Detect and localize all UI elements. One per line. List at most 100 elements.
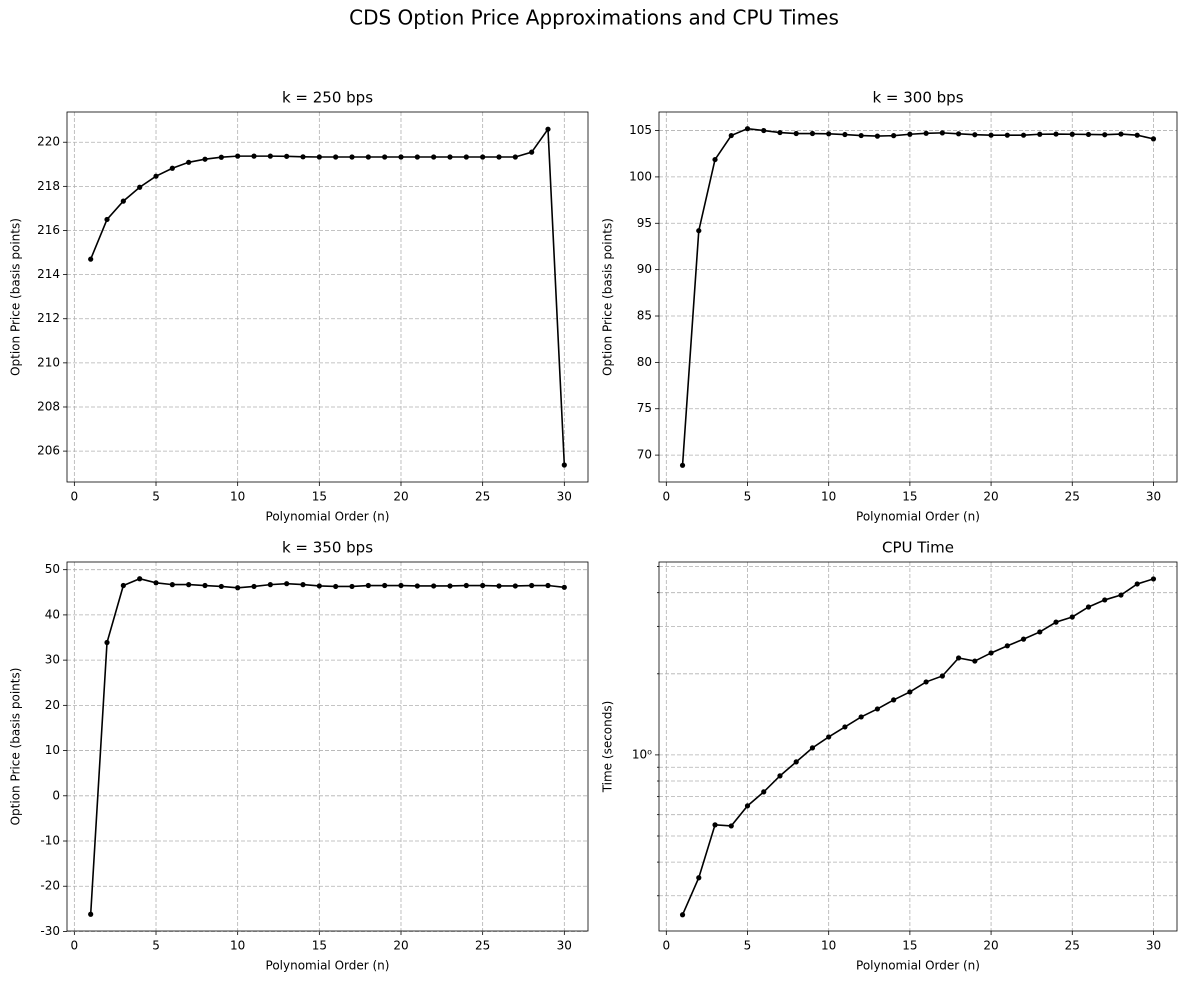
data-point xyxy=(1053,619,1059,625)
data-point xyxy=(349,154,355,160)
data-point xyxy=(104,216,110,223)
data-point xyxy=(1004,643,1010,649)
data-point xyxy=(398,582,404,589)
data-point xyxy=(463,154,469,160)
data-point xyxy=(1020,636,1027,642)
data-point xyxy=(939,673,945,679)
data-point xyxy=(251,153,257,159)
data-point xyxy=(382,154,388,160)
data-point xyxy=(202,582,208,589)
y-tick-label: 40 xyxy=(45,607,60,621)
y-tick-label: 10⁰ xyxy=(632,747,652,761)
data-point xyxy=(561,462,567,468)
series-line xyxy=(89,577,565,915)
data-point xyxy=(988,132,994,138)
x-tick-label: 20 xyxy=(983,939,998,953)
data-point xyxy=(891,133,897,139)
data-point xyxy=(1004,132,1010,138)
y-tick-label: 85 xyxy=(637,309,652,323)
data-point xyxy=(858,132,864,139)
data-point xyxy=(955,655,962,661)
x-tick-label: 15 xyxy=(902,939,917,953)
data-point xyxy=(414,154,420,160)
data-point xyxy=(793,759,799,765)
x-tick-label: 0 xyxy=(71,490,79,504)
x-tick-label: 25 xyxy=(1065,939,1080,953)
data-point xyxy=(1134,132,1140,138)
y-tick-label: 220 xyxy=(37,135,60,149)
data-point xyxy=(988,650,994,656)
x-axis-label: Polynomial Order (n) xyxy=(856,959,980,973)
data-point xyxy=(696,875,702,881)
data-point xyxy=(1037,629,1043,635)
data-point xyxy=(333,154,339,160)
data-point xyxy=(874,706,881,712)
x-tick-label: 5 xyxy=(152,939,160,953)
data-point xyxy=(923,130,929,136)
data-point xyxy=(809,745,816,751)
data-point xyxy=(545,126,551,132)
data-point xyxy=(316,583,322,589)
data-point xyxy=(333,583,339,590)
data-point xyxy=(169,582,175,588)
y-tick-label: 95 xyxy=(637,216,652,230)
series-line xyxy=(681,578,1154,916)
data-point xyxy=(955,131,962,137)
data-point xyxy=(529,582,535,589)
data-point xyxy=(365,582,371,589)
data-point xyxy=(1118,131,1124,137)
data-point xyxy=(761,127,767,134)
x-tick-label: 30 xyxy=(1146,939,1161,953)
y-tick-label: -10 xyxy=(40,834,60,848)
y-tick-label: -20 xyxy=(40,879,60,893)
data-point xyxy=(761,789,767,795)
x-tick-label: 5 xyxy=(744,939,752,953)
subplot-title: k = 250 bps xyxy=(282,89,373,107)
data-point xyxy=(153,580,159,586)
data-point xyxy=(153,173,159,179)
data-point xyxy=(365,154,371,160)
y-tick-label: 75 xyxy=(637,401,652,415)
y-axis-label: Option Price (basis points) xyxy=(9,668,23,826)
data-point xyxy=(88,911,94,917)
y-tick-label: 20 xyxy=(45,698,60,712)
data-point xyxy=(300,582,306,588)
data-point xyxy=(251,583,257,590)
x-tick-label: 30 xyxy=(557,939,572,953)
y-tick-label: 212 xyxy=(37,311,60,325)
data-point xyxy=(826,131,832,137)
data-point xyxy=(267,153,273,159)
figure-title: CDS Option Price Approximations and CPU … xyxy=(349,6,839,30)
data-point xyxy=(431,583,437,589)
data-point xyxy=(169,165,175,171)
data-point xyxy=(1150,576,1157,582)
data-point xyxy=(972,658,978,664)
data-point xyxy=(382,582,388,589)
data-point xyxy=(496,583,502,589)
data-point xyxy=(1020,132,1027,138)
subplot-title: CPU Time xyxy=(882,539,954,557)
x-tick-label: 0 xyxy=(662,490,670,504)
data-point xyxy=(235,585,241,591)
data-point xyxy=(793,130,799,137)
data-point xyxy=(512,154,518,160)
subplot-title: k = 300 bps xyxy=(872,89,963,107)
data-point xyxy=(186,159,192,165)
data-point xyxy=(316,154,322,160)
data-point xyxy=(218,583,224,590)
y-tick-label: 50 xyxy=(45,562,60,576)
x-tick-label: 10 xyxy=(821,490,836,504)
data-point xyxy=(777,129,783,136)
data-point xyxy=(218,154,224,160)
data-point xyxy=(939,130,945,136)
x-tick-label: 15 xyxy=(312,939,327,953)
y-tick-label: 216 xyxy=(37,223,60,237)
plot-frame xyxy=(66,561,589,932)
y-axis-label: Option Price (basis points) xyxy=(9,218,23,376)
x-tick-label: 25 xyxy=(475,939,490,953)
data-point xyxy=(712,822,718,828)
x-tick-label: 30 xyxy=(1146,490,1161,504)
x-tick-label: 25 xyxy=(1065,490,1080,504)
data-point xyxy=(1085,131,1092,138)
